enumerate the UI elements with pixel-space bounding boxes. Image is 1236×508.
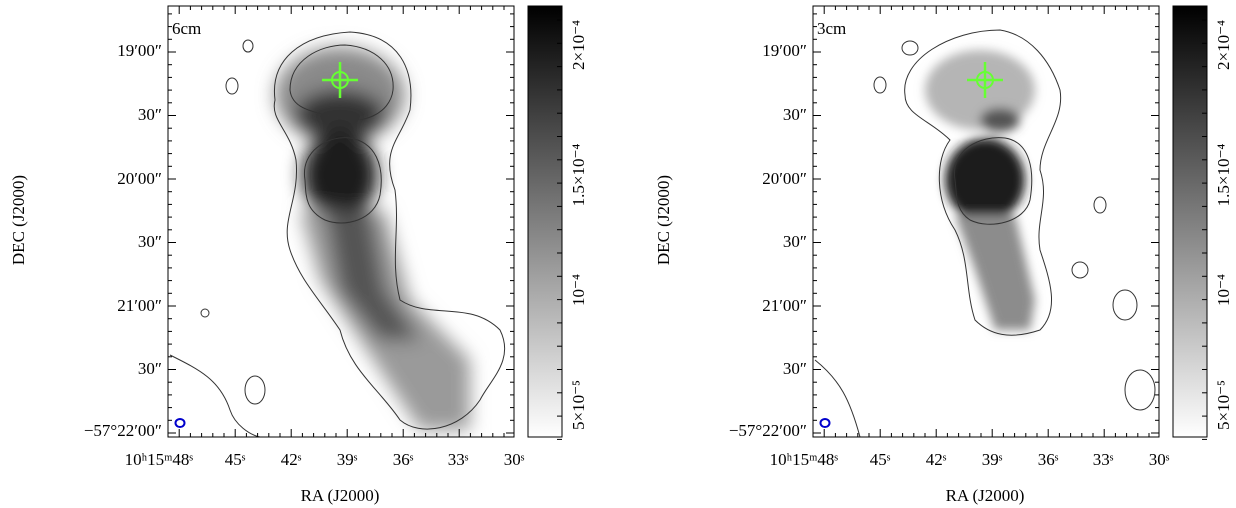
x-tick-label: 39ˢ xyxy=(337,450,358,469)
beam xyxy=(819,418,831,428)
x-tick-label: 42ˢ xyxy=(926,450,947,469)
x-tick-label: 45ˢ xyxy=(870,450,891,469)
y-tick-label: 30″ xyxy=(138,232,162,251)
colorbar xyxy=(1172,5,1208,438)
panel-label: 3cm xyxy=(817,19,846,38)
colorbar-tick-label: 5×10⁻⁵ xyxy=(1214,380,1233,430)
y-tick-label: 21′00″ xyxy=(117,296,162,315)
x-axis-title: RA (J2000) xyxy=(301,486,380,505)
x-tick-label: 10ʰ15ᵐ48ˢ xyxy=(770,450,839,469)
plot-frame xyxy=(812,5,1160,438)
colorbar-tick-label: 2×10⁻⁴ xyxy=(1214,20,1233,70)
x-tick-label: 36ˢ xyxy=(1038,450,1059,469)
x-tick-label: 30ˢ xyxy=(504,450,525,469)
colorbar xyxy=(527,5,563,438)
x-tick-label: 36ˢ xyxy=(393,450,414,469)
y-axis-title: DEC (J2000) xyxy=(654,175,673,265)
beam xyxy=(174,418,186,428)
y-tick-label: 30″ xyxy=(138,359,162,378)
y-axis-title: DEC (J2000) xyxy=(9,175,28,265)
colorbar-tick-label: 1.5×10⁻⁴ xyxy=(1214,144,1233,207)
x-tick-label: 33ˢ xyxy=(1093,450,1114,469)
x-tick-label: 42ˢ xyxy=(281,450,302,469)
x-tick-label: 33ˢ xyxy=(448,450,469,469)
y-tick-label: −57°22′00″ xyxy=(84,421,162,440)
y-tick-label: 20′00″ xyxy=(117,169,162,188)
y-tick-label: 30″ xyxy=(783,359,807,378)
colorbar-tick-label: 10⁻⁴ xyxy=(1214,274,1233,306)
x-tick-label: 10ʰ15ᵐ48ˢ xyxy=(125,450,194,469)
x-tick-label: 45ˢ xyxy=(225,450,246,469)
x-tick-label: 30ˢ xyxy=(1149,450,1170,469)
image-6cm xyxy=(169,31,506,437)
y-tick-label: 20′00″ xyxy=(762,169,807,188)
source-marker xyxy=(976,71,994,89)
source-marker xyxy=(331,71,349,89)
y-tick-label: −57°22′00″ xyxy=(729,421,807,440)
plot-frame xyxy=(167,5,515,438)
x-axis-title: RA (J2000) xyxy=(946,486,1025,505)
y-tick-label: 30″ xyxy=(783,105,807,124)
panel-label: 6cm xyxy=(172,19,201,38)
colorbar-tick-label: 10⁻⁴ xyxy=(569,274,588,306)
y-tick-label: 30″ xyxy=(138,105,162,124)
colorbar-tick-label: 5×10⁻⁵ xyxy=(569,380,588,430)
y-tick-label: 21′00″ xyxy=(762,296,807,315)
colorbar-tick-label: 2×10⁻⁴ xyxy=(569,20,588,70)
y-tick-label: 30″ xyxy=(783,232,807,251)
colorbar-tick-label: 1.5×10⁻⁴ xyxy=(569,144,588,207)
x-tick-label: 39ˢ xyxy=(982,450,1003,469)
y-tick-label: 19′00″ xyxy=(117,41,162,60)
y-tick-label: 19′00″ xyxy=(762,41,807,60)
image-3cm xyxy=(814,29,1156,437)
